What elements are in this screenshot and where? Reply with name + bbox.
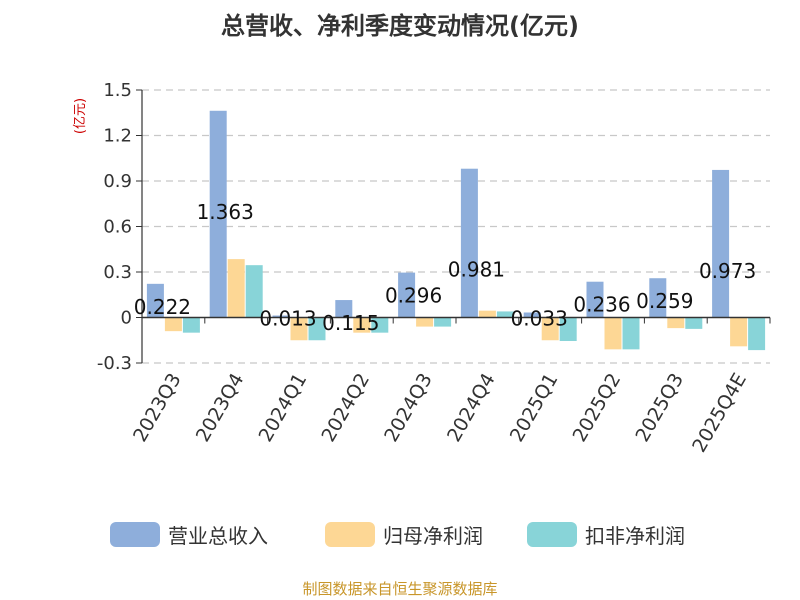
y-tick-label: 0.6 (103, 217, 132, 238)
grid-layer (142, 89, 770, 364)
bar-series-1-2025Q1 (541, 317, 559, 341)
x-tick-label: 2025Q4E (688, 370, 751, 457)
bar-series-2-2025Q4E (748, 317, 766, 351)
bar-series-1-2025Q3 (667, 317, 685, 329)
legend-swatch (110, 522, 160, 547)
bar-series-1-2024Q3 (416, 317, 434, 327)
bar-series-0-2025Q2 (586, 281, 604, 318)
bar-series-1-2025Q2 (604, 317, 622, 350)
data-label: 1.363 (197, 200, 254, 224)
legend: 营业总收入 归母净利润 扣非净利润 (110, 522, 685, 548)
bar-series-0-2025Q1 (523, 312, 541, 318)
bar-series-1-2023Q3 (164, 317, 182, 332)
data-label: 0.033 (511, 307, 568, 331)
x-tick-label: 2025Q2 (569, 370, 626, 446)
data-label: 0.296 (385, 284, 442, 308)
bar-series-2-2024Q3 (434, 317, 452, 327)
x-tick-label: 2025Q3 (631, 370, 688, 446)
data-label: 0.222 (134, 295, 191, 319)
data-label: 0.259 (636, 289, 693, 313)
data-label: 0.013 (259, 307, 316, 331)
bar-series-2-2025Q1 (559, 317, 577, 342)
bar-series-0-2024Q2 (335, 300, 353, 318)
y-tick-label: 0.9 (103, 171, 132, 192)
data-label: 0.973 (699, 259, 756, 283)
legend-swatch (325, 522, 375, 547)
x-tick-label: 2024Q4 (443, 370, 500, 446)
bar-series-1-2024Q1 (290, 317, 308, 341)
y-tick-label: 1.5 (103, 80, 132, 101)
bar-series-1-2025Q4E (730, 317, 748, 347)
legend-label: 扣非净利润 (585, 524, 685, 548)
bar-series-0-2025Q3 (649, 278, 667, 318)
bar-series-0-2024Q3 (398, 272, 416, 318)
bar-layer (146, 110, 766, 351)
legend-label: 归母净利润 (383, 524, 483, 548)
y-tick-label: 1.2 (103, 126, 132, 147)
data-label: 0.981 (448, 258, 505, 282)
bar-series-0-2023Q3 (146, 283, 164, 318)
bar-series-0-2025Q4E (712, 169, 730, 318)
bar-series-2-2024Q4 (496, 311, 514, 318)
bar-series-2-2025Q3 (685, 317, 703, 329)
bar-series-2-2025Q2 (622, 317, 640, 350)
bar-series-1-2023Q4 (227, 259, 245, 318)
source-note: 制图数据来自恒生聚源数据库 (302, 580, 497, 598)
legend-label: 营业总收入 (168, 524, 268, 548)
x-tick-label: 2024Q3 (380, 370, 437, 446)
bar-series-1-2024Q4 (478, 310, 496, 318)
bar-series-0-2024Q4 (460, 168, 478, 318)
bar-series-2-2024Q2 (371, 317, 389, 333)
data-label: 0.236 (573, 293, 630, 317)
x-tick-label: 2025Q1 (506, 370, 563, 446)
bar-series-0-2024Q1 (272, 315, 290, 318)
data-label: 0.115 (322, 311, 379, 335)
bar-series-2-2023Q4 (245, 265, 263, 318)
x-tick-label: 2024Q2 (317, 370, 374, 446)
x-tick-label: 2023Q4 (192, 370, 249, 446)
y-tick-label: -0.3 (97, 353, 132, 374)
y-tick-label: 0.3 (103, 262, 132, 283)
x-tick-label: 2024Q1 (255, 370, 312, 446)
bar-series-2-2023Q3 (182, 317, 200, 333)
bar-series-0-2023Q4 (209, 110, 227, 318)
bar-series-2-2024Q1 (308, 317, 326, 341)
bar-series-1-2024Q2 (353, 317, 371, 333)
y-axis-label: (亿元) (73, 98, 88, 134)
x-tick-label: 2023Q3 (129, 370, 186, 446)
chart-title: 总营收、净利季度变动情况(亿元) (221, 12, 579, 40)
legend-swatch (527, 522, 577, 547)
y-tick-label: 0 (121, 308, 132, 329)
